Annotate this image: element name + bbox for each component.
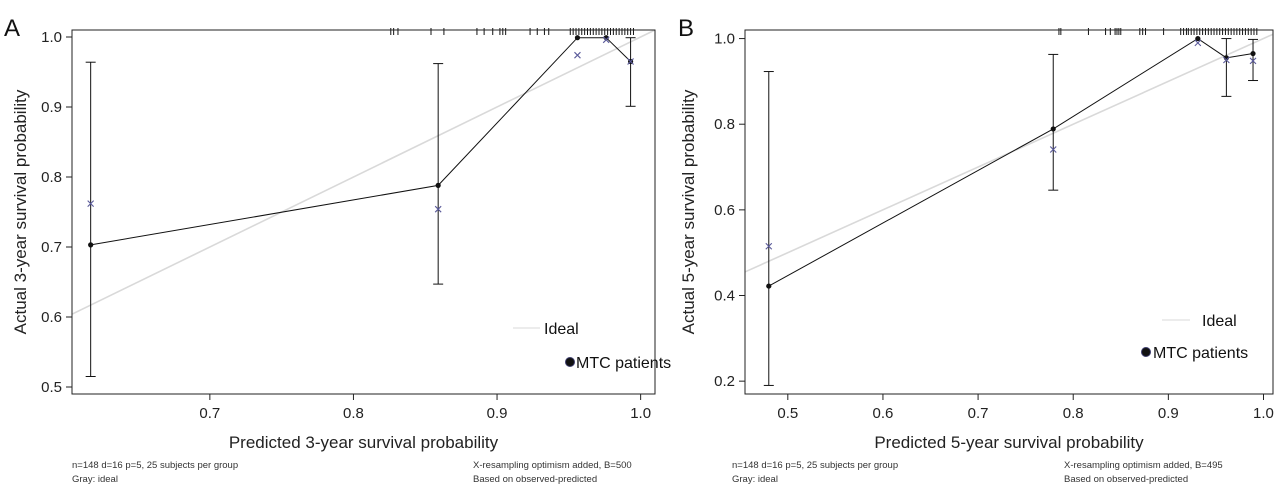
legend: Ideal MTC patients	[1141, 313, 1248, 362]
y-tick-label: 0.6	[714, 202, 735, 219]
data-point-corrected	[627, 58, 634, 65]
data-point-apparent	[766, 283, 772, 289]
data-point-corrected	[87, 200, 95, 207]
legend-mtc-marker	[565, 357, 575, 367]
y-axis-title: Actual 3-year survival probability	[11, 89, 30, 334]
x-tick-label: 1.0	[630, 405, 651, 422]
footnote-right-2: Based on observed-predicted	[473, 474, 597, 485]
footnote-right-2: Based on observed-predicted	[1064, 474, 1188, 485]
x-tick-label: 0.9	[1158, 405, 1179, 422]
corrected-marker-stroke	[574, 51, 581, 59]
y-tick-label: 0.6	[41, 309, 62, 326]
legend: Ideal MTC patients	[513, 321, 671, 372]
data-point-apparent	[1195, 35, 1201, 42]
y-tick-label: 0.7	[41, 239, 62, 256]
x-axis-title: Predicted 3-year survival probability	[229, 433, 499, 452]
y-tick-label: 0.4	[714, 288, 735, 305]
y-tick-label: 0.8	[714, 116, 735, 133]
footnote-left-1: n=148 d=16 p=5, 25 subjects per group	[732, 460, 898, 471]
y-tick-label: 0.2	[714, 373, 735, 390]
data-point-corrected	[1049, 146, 1057, 153]
y-tick-label: 0.5	[41, 379, 62, 396]
corrected-marker-stroke	[87, 200, 95, 207]
x-tick-label: 0.6	[873, 405, 894, 422]
corrected-marker-stroke	[1049, 146, 1057, 153]
plot-frame	[71, 29, 656, 395]
corrected-marker-stroke	[602, 36, 610, 44]
data-point-apparent	[1250, 50, 1256, 57]
x-tick-label: 0.7	[199, 405, 220, 422]
x-tick-label: 0.8	[1063, 405, 1084, 422]
legend-mtc-label: MTC patients	[1153, 345, 1248, 362]
data-point-apparent	[88, 242, 94, 248]
x-tick-label: 1.0	[1253, 405, 1274, 422]
footnote-right-1: X-resampling optimism added, B=495	[1064, 460, 1223, 471]
legend-mtc-marker	[1141, 347, 1151, 357]
y-tick-label: 0.8	[41, 169, 62, 186]
x-tick-label: 0.9	[487, 405, 508, 422]
corrected-marker-stroke	[1194, 39, 1202, 47]
calibration-chart-a: A 0.7 0.8 0.9 1.0 0.5 0.6 0.7 0.8 0.9 1.0 Predict…	[4, 15, 671, 485]
x-tick-label: 0.5	[777, 405, 798, 422]
legend-ideal-label: Ideal	[1202, 313, 1237, 330]
x-tick-label: 0.7	[968, 405, 989, 422]
data-point-corrected	[602, 36, 610, 44]
data-point-corrected	[1249, 57, 1257, 65]
corrected-marker-stroke	[434, 205, 442, 213]
data-point-corrected	[1222, 56, 1230, 64]
legend-mtc-label: MTC patients	[576, 355, 671, 372]
footnote-left-2: Gray: ideal	[72, 474, 118, 485]
corrected-marker-stroke	[627, 58, 634, 65]
corrected-marker-stroke	[1249, 57, 1257, 65]
panel-label-b: B	[678, 15, 694, 42]
data-point-corrected	[574, 51, 581, 59]
y-tick-label: 1.0	[714, 31, 735, 48]
ideal-line	[71, 29, 656, 315]
data-point-apparent	[435, 182, 441, 188]
panel-label-a: A	[4, 15, 20, 42]
footnote-right-1: X-resampling optimism added, B=500	[473, 460, 632, 471]
apparent-series-line	[90, 37, 631, 246]
footnote-left-2: Gray: ideal	[732, 474, 778, 485]
x-axis-title: Predicted 5-year survival probability	[874, 433, 1144, 452]
corrected-marker-stroke	[1222, 56, 1230, 64]
legend-ideal-label: Ideal	[544, 321, 579, 338]
y-tick-label: 0.9	[41, 99, 62, 116]
data-point-apparent	[1050, 126, 1056, 132]
plot-frame	[744, 29, 1274, 395]
data-point-corrected	[1194, 39, 1202, 47]
corrected-marker-stroke	[765, 242, 773, 250]
data-point-corrected	[765, 242, 773, 250]
data-point-corrected	[434, 205, 442, 213]
footnote-left-1: n=148 d=16 p=5, 25 subjects per group	[72, 460, 238, 471]
calibration-chart-b: B 0.5 0.6 0.7 0.8 0.9 1.0 0.2 0.4 0.6 0.8 1.0 Pred…	[678, 15, 1274, 485]
x-tick-label: 0.8	[343, 405, 364, 422]
y-tick-label: 1.0	[41, 29, 62, 46]
y-axis-title: Actual 5-year survival probability	[679, 89, 698, 334]
data-point-apparent	[574, 35, 581, 41]
